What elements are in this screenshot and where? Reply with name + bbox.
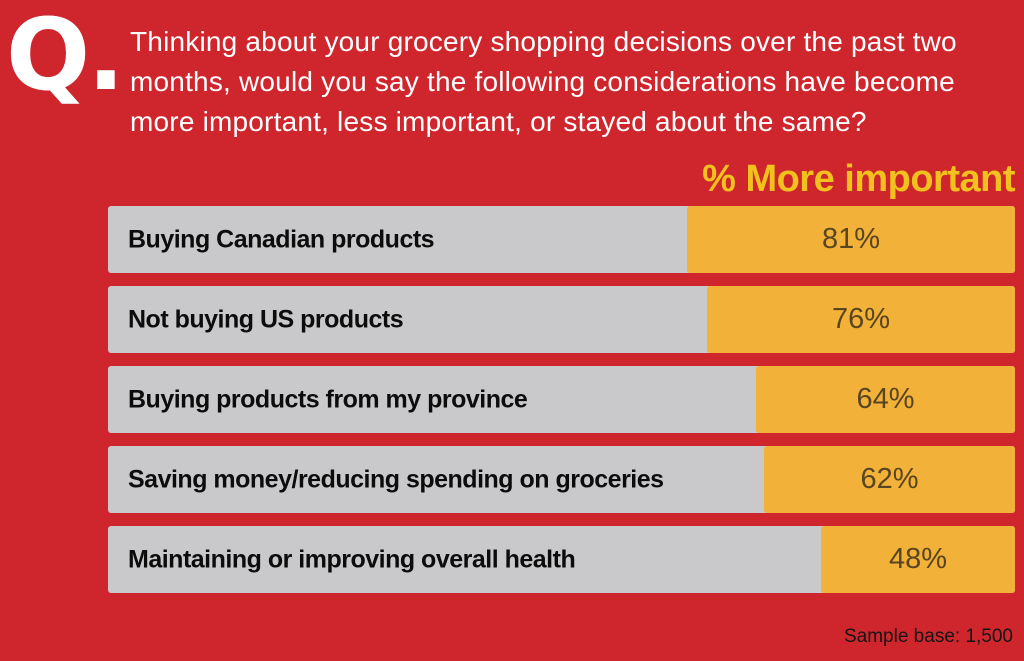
bar-category-label: Saving money/reducing spending on grocer… [128, 465, 664, 493]
question-line: more important, less important, or staye… [130, 106, 867, 137]
bar-value-label: 48% [888, 543, 948, 575]
question-text: Thinking about your grocery shopping dec… [130, 22, 957, 142]
bar-fill: 81% [687, 206, 1015, 273]
question-mark: Q. [6, 0, 125, 113]
chart-heading: % More important [702, 158, 1015, 200]
bar-value-label: 64% [856, 383, 915, 415]
sample-base-note: Sample base: 1,500 [843, 626, 1013, 647]
question-line: Thinking about your grocery shopping dec… [130, 26, 957, 57]
bar-value-label: 81% [821, 223, 881, 255]
bar-category-label: Not buying US products [128, 305, 404, 333]
bar-value-label: 76% [831, 303, 891, 335]
bar-row: Not buying US products 76% [108, 286, 1015, 353]
bar-fill: 64% [756, 366, 1015, 433]
question-line: months, would you say the following cons… [130, 66, 955, 97]
bar-row: Buying Canadian products 81% [108, 206, 1015, 273]
bar-fill: 76% [707, 286, 1015, 353]
bar-row: Buying products from my province 64% [108, 366, 1015, 433]
bar-category-label: Buying Canadian products [128, 225, 435, 253]
bar-chart: Buying Canadian products 81% Not buying … [108, 206, 1015, 593]
bar-fill: 62% [764, 446, 1015, 513]
bar-row: Maintaining or improving overall health … [108, 526, 1015, 593]
bar-row: Saving money/reducing spending on grocer… [108, 446, 1015, 513]
bar-fill: 48% [821, 526, 1015, 593]
bar-value-label: 62% [860, 463, 919, 495]
bar-category-label: Buying products from my province [128, 385, 528, 413]
bar-category-label: Maintaining or improving overall health [128, 545, 576, 573]
